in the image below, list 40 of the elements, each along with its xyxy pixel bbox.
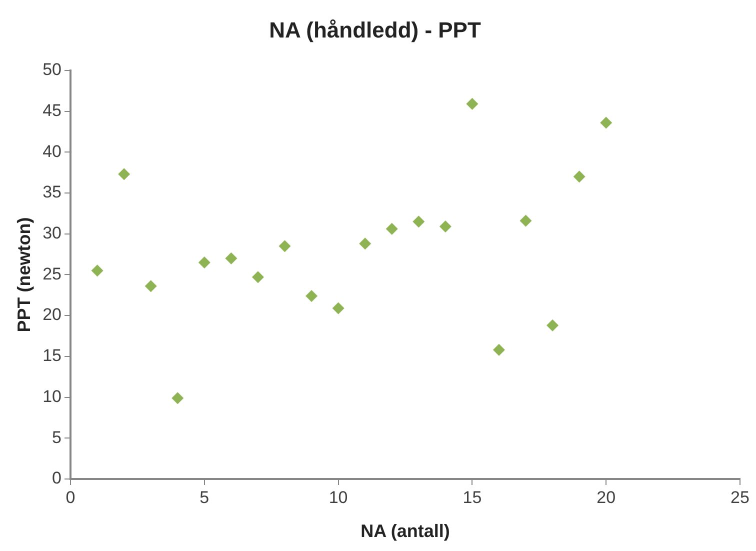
y-tick-label: 20 [42, 305, 62, 324]
point [520, 214, 532, 227]
point [252, 271, 264, 284]
chart-title: NA (håndledd) - PPT [269, 17, 482, 42]
x-tick-label: 0 [66, 488, 76, 507]
point [278, 240, 291, 252]
y-tick-label: 0 [52, 468, 62, 488]
y-tick-label: 50 [42, 60, 62, 80]
y-tick-label: 10 [42, 386, 62, 406]
point [118, 168, 130, 180]
y-tick-label: 15 [42, 346, 62, 366]
x-tick-label: 15 [462, 488, 482, 507]
point [91, 264, 104, 277]
y-tick-label: 40 [42, 142, 62, 161]
y-tick-label: 5 [52, 428, 62, 447]
y-tick-label: 25 [42, 264, 62, 284]
y-axis-title: PPT (newton) [14, 217, 34, 332]
point [306, 290, 318, 302]
point [466, 98, 478, 110]
point [600, 116, 612, 129]
point [573, 170, 586, 183]
point [546, 319, 559, 332]
y-tick-label: 35 [42, 182, 62, 202]
point [412, 216, 425, 228]
point [172, 392, 184, 404]
y-tick-label: 30 [42, 224, 62, 243]
point [492, 344, 505, 356]
point [386, 222, 398, 235]
point [439, 220, 452, 232]
point [359, 238, 372, 250]
x-axis-title: NA (antall) [360, 521, 450, 542]
x-tick-label: 10 [328, 488, 348, 507]
y-tick-label: 45 [42, 100, 62, 120]
x-tick-label: 25 [730, 488, 750, 507]
x-tick-label: 5 [200, 488, 210, 507]
point [198, 256, 210, 268]
point [144, 280, 157, 292]
point [332, 302, 344, 314]
x-tick-label: 20 [596, 488, 616, 507]
point [225, 252, 238, 264]
